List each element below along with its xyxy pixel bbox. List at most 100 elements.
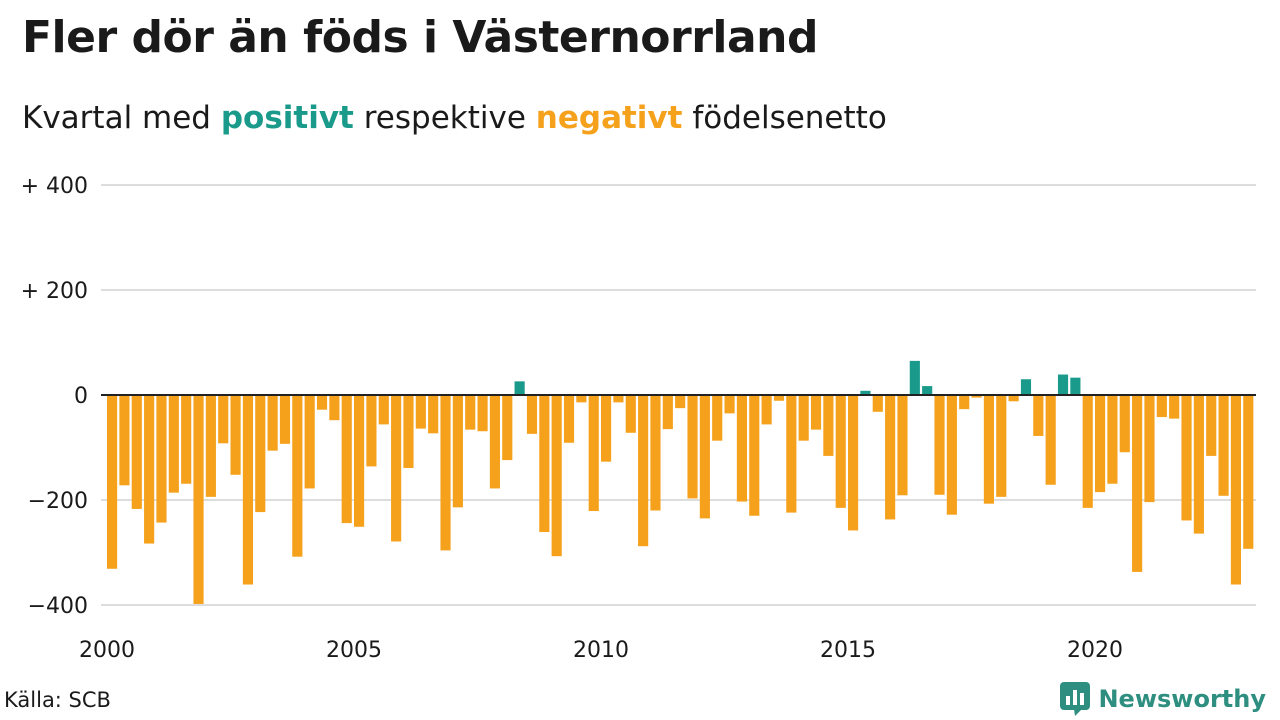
source-note: Källa: SCB [4, 688, 111, 712]
bar [440, 395, 451, 551]
bar [1095, 395, 1106, 493]
subtitle-prefix: Kvartal med [22, 100, 221, 136]
bar [798, 395, 809, 441]
bar [996, 395, 1007, 497]
bar [1230, 395, 1241, 585]
bar [465, 395, 476, 430]
bar [341, 395, 352, 524]
x-tick-label: 2000 [79, 638, 135, 663]
bar [625, 395, 636, 433]
bar [119, 395, 130, 486]
bar [267, 395, 278, 451]
bar [1193, 395, 1204, 534]
bar [1107, 395, 1118, 484]
bar [1045, 395, 1056, 485]
subtitle-suffix: födelsenetto [682, 100, 887, 136]
bar [1070, 377, 1081, 395]
bar [1082, 395, 1093, 508]
bar [428, 395, 439, 434]
bar [391, 395, 402, 542]
bar [563, 395, 575, 443]
bar [403, 395, 414, 468]
bar [823, 395, 834, 456]
bar [872, 395, 883, 412]
bar [230, 395, 241, 475]
x-tick-label: 2015 [820, 638, 876, 663]
y-tick-label: + 400 [21, 174, 88, 199]
bar [502, 395, 513, 461]
bar [848, 395, 859, 531]
bar [1144, 395, 1155, 503]
chart-subtitle: Kvartal med positivt respektive negativt… [22, 100, 887, 136]
x-tick-label: 2010 [573, 638, 629, 663]
bar [279, 395, 291, 444]
bar [378, 395, 389, 425]
bar [1057, 374, 1069, 395]
bar [1169, 395, 1180, 419]
bar [316, 395, 328, 410]
bar [773, 395, 785, 401]
bar [304, 395, 315, 489]
bar [662, 395, 673, 430]
bar [539, 395, 550, 533]
bar [477, 395, 488, 432]
bar [452, 395, 463, 508]
bar [712, 395, 723, 441]
bar [971, 395, 982, 398]
subtitle-positive: positivt [220, 100, 354, 136]
bar [218, 395, 229, 444]
bar [736, 395, 747, 502]
bar [601, 395, 612, 462]
bar [1020, 379, 1032, 395]
bar [1132, 395, 1143, 572]
bar [724, 395, 735, 414]
bar [205, 395, 216, 497]
bar [699, 395, 710, 519]
bar [650, 395, 661, 511]
bar [1206, 395, 1217, 456]
bar [675, 395, 686, 409]
bar [983, 395, 994, 504]
bar [107, 395, 118, 569]
bar [131, 395, 142, 509]
x-tick-label: 2020 [1067, 638, 1123, 663]
bar [144, 395, 155, 544]
bar [168, 395, 179, 493]
bar [613, 395, 624, 403]
y-tick-label: −400 [28, 594, 88, 619]
y-tick-label: −200 [28, 489, 88, 514]
bar [292, 395, 303, 557]
bar [576, 395, 587, 403]
bar-chart-speech-icon [1060, 682, 1091, 716]
bar [526, 395, 538, 434]
logo-text: Newsworthy [1098, 685, 1266, 713]
bar [687, 395, 698, 499]
bar [242, 395, 253, 585]
bar [354, 395, 365, 527]
bar [959, 395, 970, 410]
bar [415, 395, 426, 429]
bar [860, 390, 871, 395]
chart-title: Fler dör än föds i Västernorrland [22, 12, 819, 63]
x-tick-label: 2005 [326, 638, 382, 663]
newsworthy-logo: Newsworthy [1060, 682, 1266, 716]
subtitle-middle: respektive [353, 100, 536, 136]
bar [1243, 395, 1254, 549]
bar [761, 395, 772, 425]
bar [922, 386, 933, 395]
bar [255, 395, 266, 513]
bar [885, 395, 896, 520]
bar [638, 395, 649, 547]
bar [181, 395, 192, 484]
bar [489, 395, 500, 489]
bar [1119, 395, 1130, 453]
bar [786, 395, 797, 513]
bar [934, 395, 945, 495]
bar [193, 395, 204, 604]
bar [1156, 395, 1167, 418]
bar [514, 381, 525, 395]
bar [1181, 395, 1192, 521]
bar [749, 395, 760, 516]
bar [1218, 395, 1229, 496]
bar [897, 395, 908, 496]
